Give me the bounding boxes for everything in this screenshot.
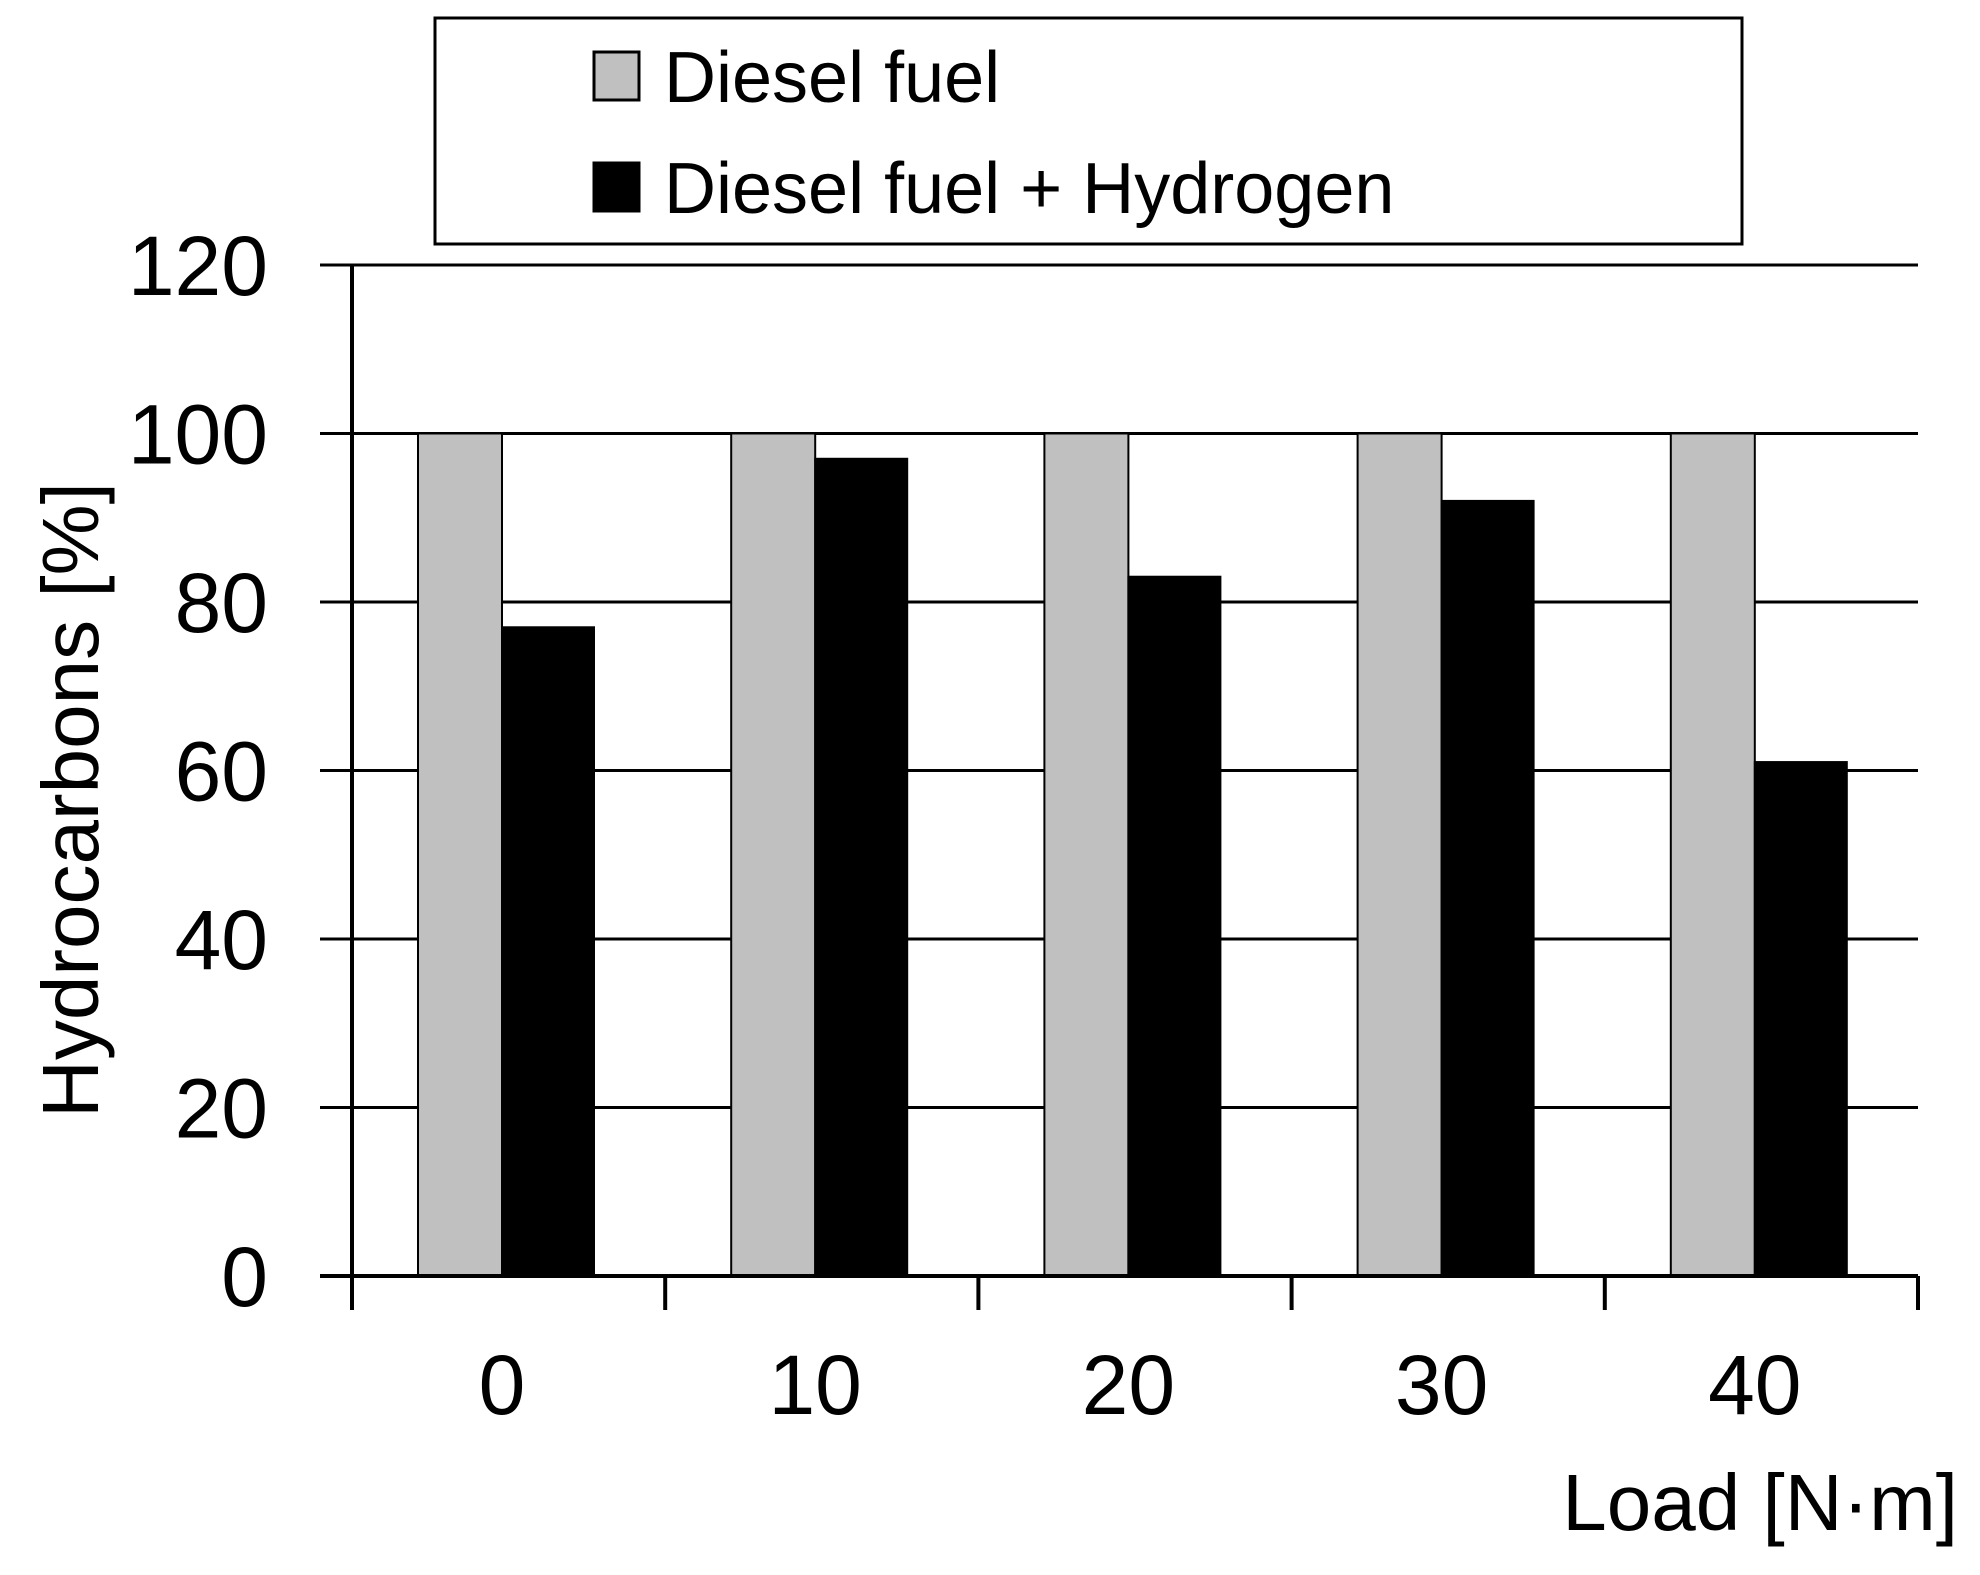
legend-label-diesel-fuel: Diesel fuel xyxy=(664,38,1000,118)
y-tick-label-20: 20 xyxy=(175,1062,268,1156)
bar-diesel-fuel-0 xyxy=(417,432,503,1277)
y-axis-title: Hydrocarbons [%] xyxy=(26,482,115,1118)
x-tick-label-30: 30 xyxy=(1395,1338,1488,1432)
legend-swatch-diesel-fuel-hydrogen xyxy=(592,161,641,213)
x-tick-label-10: 10 xyxy=(768,1338,861,1432)
x-tick-labels: 0 10 20 30 40 xyxy=(479,1338,1802,1432)
y-tick-label-40: 40 xyxy=(175,893,268,987)
bar-diesel-fuel-20 xyxy=(1043,432,1130,1277)
bars xyxy=(417,432,1848,1277)
bar-diesel-fuel-hydrogen-0 xyxy=(501,626,595,1277)
bar-diesel-fuel-30 xyxy=(1356,432,1443,1277)
y-tick-label-0: 0 xyxy=(221,1230,268,1324)
y-tick-label-60: 60 xyxy=(175,725,268,819)
legend-swatch-diesel-fuel xyxy=(592,50,641,102)
bar-diesel-fuel-hydrogen-30 xyxy=(1440,499,1535,1277)
x-axis-title: Load [N·m] xyxy=(1562,1458,1958,1547)
bar-diesel-fuel-hydrogen-20 xyxy=(1127,575,1222,1277)
y-tick-labels: 0 20 40 60 80 100 120 xyxy=(128,219,268,1324)
x-tick-label-0: 0 xyxy=(479,1338,526,1432)
legend: Diesel fuel Diesel fuel + Hydrogen xyxy=(433,16,1744,246)
bar-diesel-fuel-40 xyxy=(1669,432,1756,1277)
x-tick-label-40: 40 xyxy=(1708,1338,1801,1432)
bar-diesel-fuel-10 xyxy=(730,432,817,1277)
axes xyxy=(320,265,1920,1310)
legend-box xyxy=(433,16,1744,246)
y-tick-label-80: 80 xyxy=(175,556,268,650)
x-tick-label-20: 20 xyxy=(1082,1338,1175,1432)
bar-diesel-fuel-hydrogen-40 xyxy=(1753,761,1848,1277)
y-tick-label-120: 120 xyxy=(128,219,268,313)
y-tick-label-100: 100 xyxy=(128,388,268,482)
legend-label-diesel-fuel-hydrogen: Diesel fuel + Hydrogen xyxy=(664,149,1394,229)
bar-diesel-fuel-hydrogen-10 xyxy=(814,457,909,1277)
